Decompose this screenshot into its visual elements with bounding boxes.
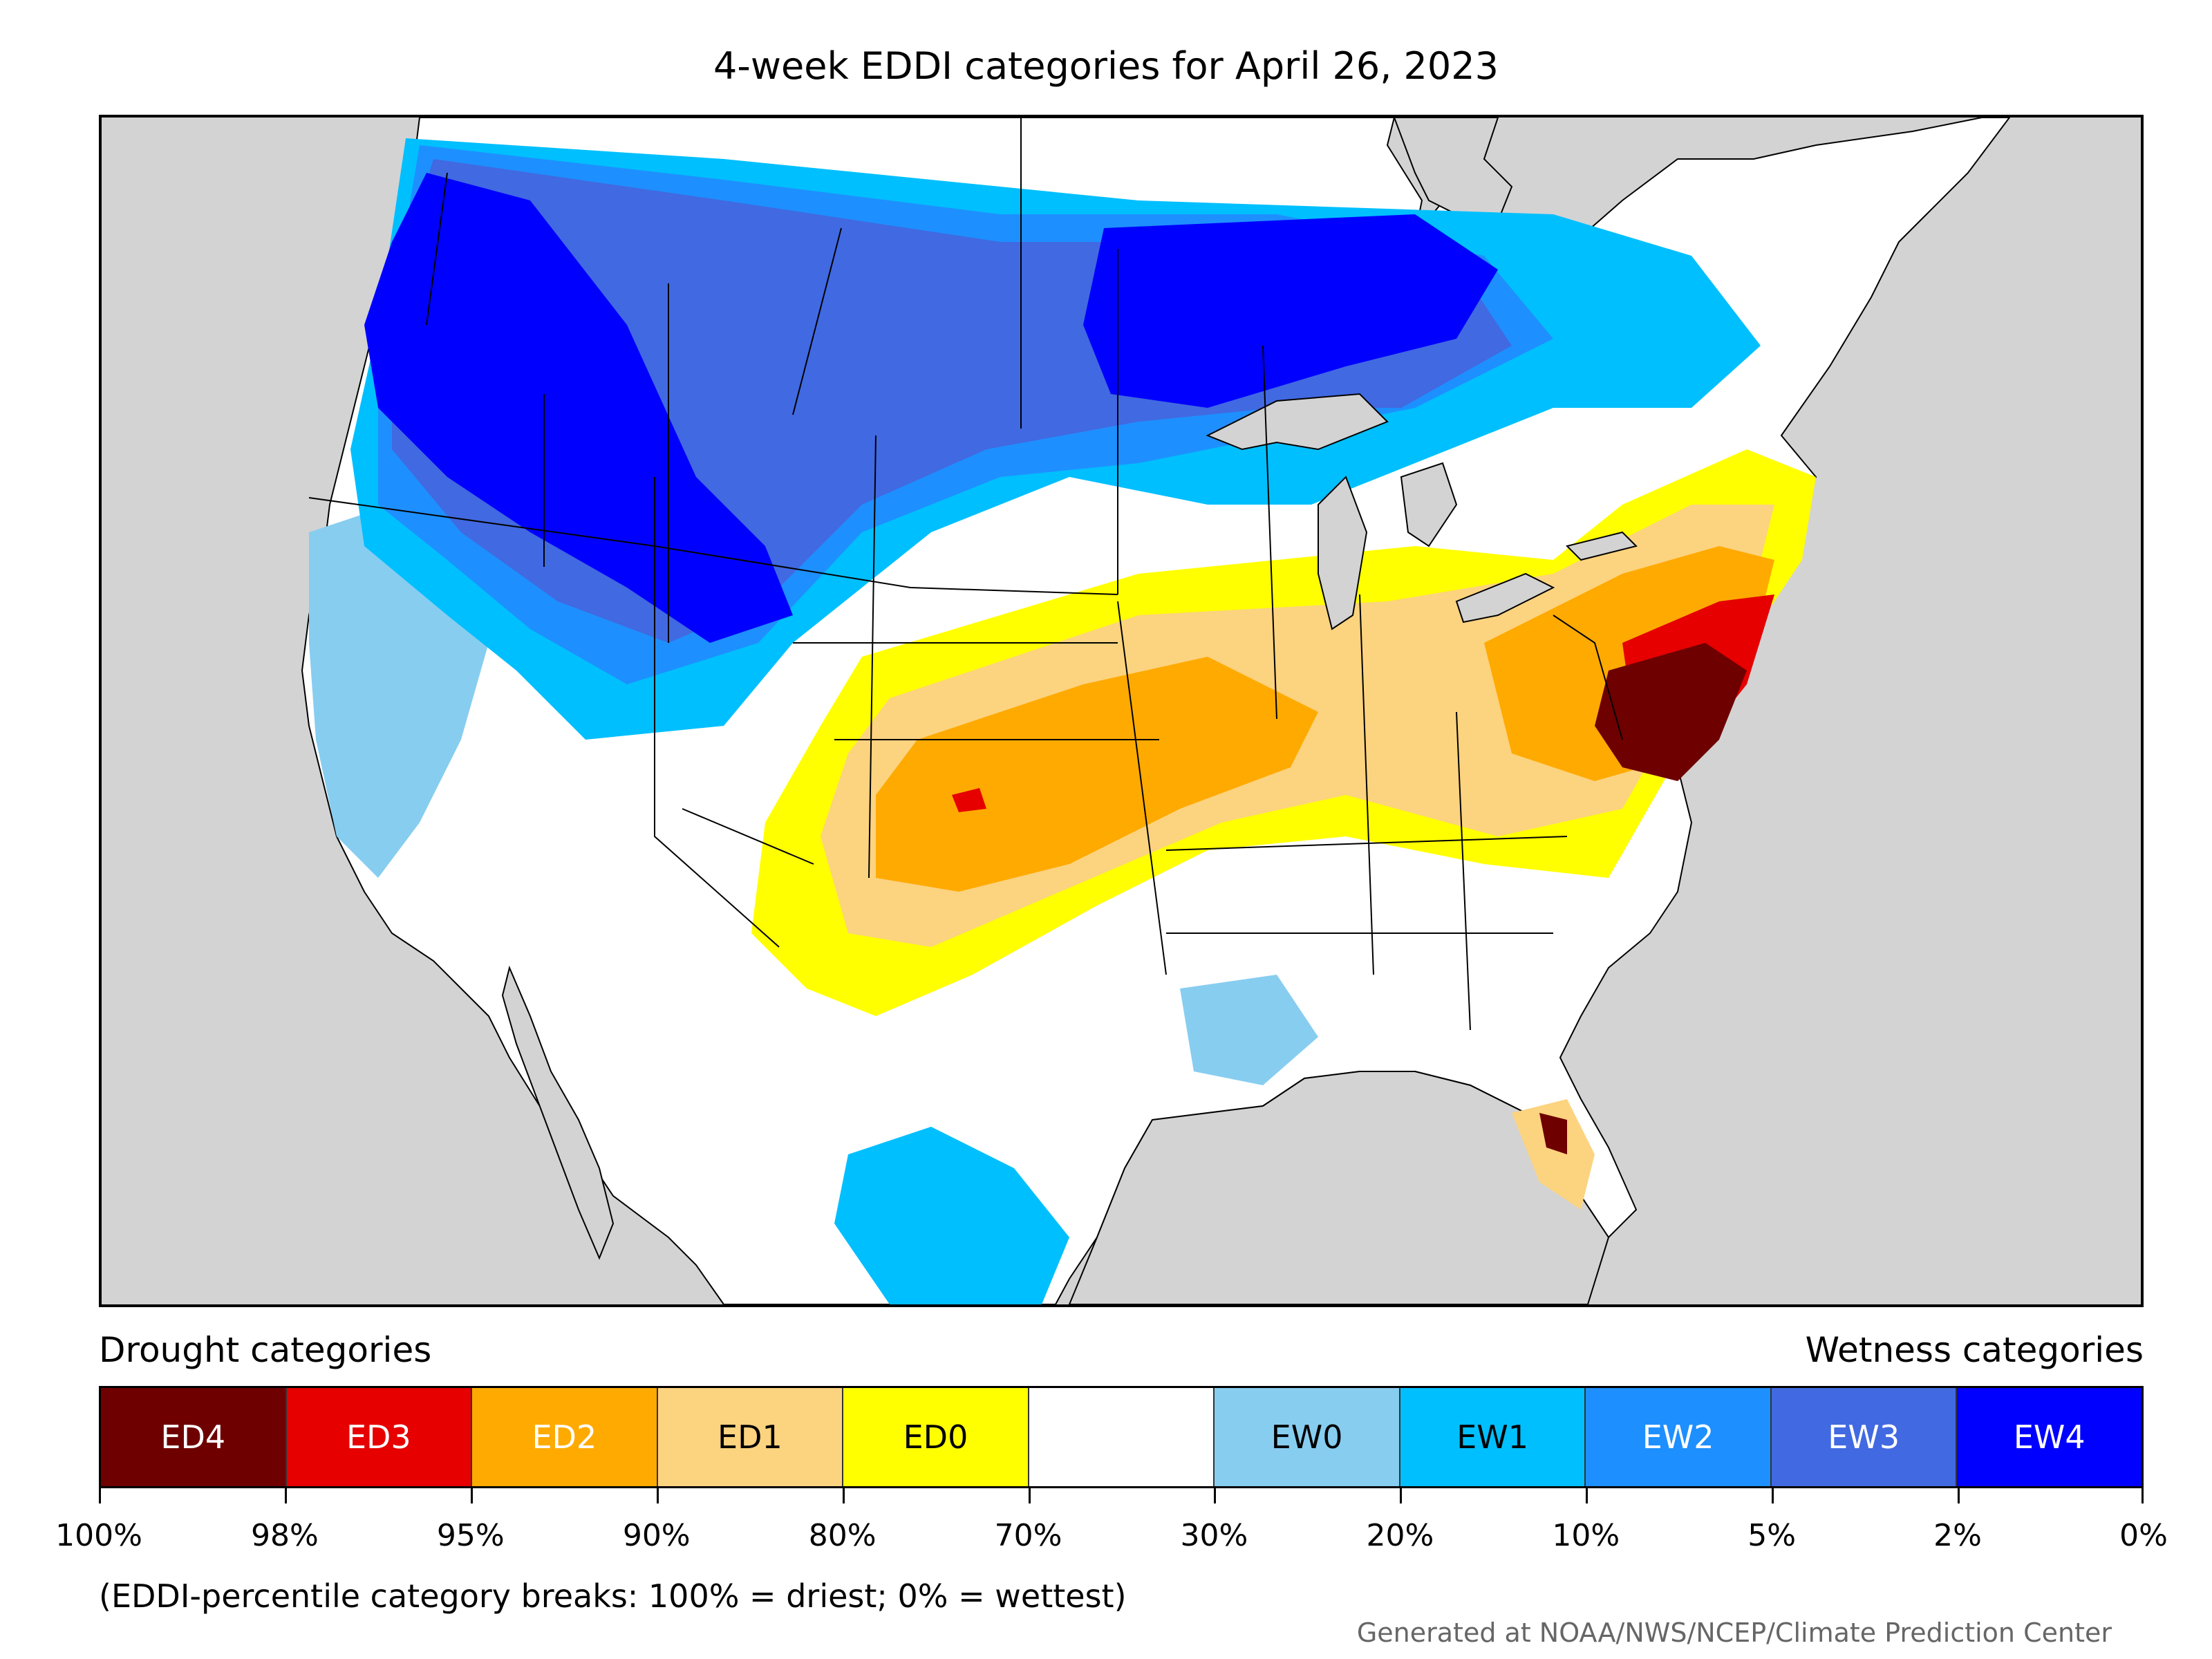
colorbar-segment-ew0: EW0 bbox=[1215, 1388, 1400, 1486]
colorbar-tick bbox=[656, 1488, 659, 1503]
map-canvas bbox=[301, 118, 2011, 1304]
colorbar-tick-label: 10% bbox=[1552, 1518, 1620, 1553]
wet-ew4-northwest bbox=[364, 173, 793, 643]
colorbar-tick bbox=[1214, 1488, 1217, 1503]
dry-ed1-florida bbox=[1512, 1099, 1595, 1210]
colorbar-segment-ed0: ED0 bbox=[843, 1388, 1029, 1486]
colorbar-segment-ed2: ED2 bbox=[472, 1388, 658, 1486]
colorbar-tick-label: 100% bbox=[55, 1518, 142, 1553]
colorbar-tick bbox=[842, 1488, 845, 1503]
colorbar-tick bbox=[1958, 1488, 1960, 1503]
colorbar-ticks bbox=[99, 1488, 2144, 1505]
colorbar-tick bbox=[1028, 1488, 1031, 1503]
colorbar-tick bbox=[470, 1488, 473, 1503]
colorbar-tick-label: 20% bbox=[1366, 1518, 1434, 1553]
dry-ed3-oklahoma bbox=[952, 788, 986, 812]
state-borders bbox=[308, 118, 1623, 1031]
colorbar-tick-label: 5% bbox=[1747, 1518, 1797, 1553]
colorbar-tick-label: 80% bbox=[808, 1518, 877, 1553]
colorbar-segment-ew3: EW3 bbox=[1771, 1388, 1958, 1486]
dry-ed4-midatlantic bbox=[1595, 643, 1747, 781]
dry-ed4-florida bbox=[1539, 1113, 1567, 1154]
wet-ew1-texas bbox=[834, 1127, 1069, 1304]
wet-ew0-gulf bbox=[1180, 975, 1318, 1085]
gulf-of-mexico bbox=[1068, 1071, 1610, 1304]
colorbar-segment-ew2: EW2 bbox=[1586, 1388, 1772, 1486]
colorbar-segment-normal bbox=[1029, 1388, 1215, 1486]
colorbar-tick bbox=[1772, 1488, 1774, 1503]
colorbar-tick-label: 95% bbox=[436, 1518, 505, 1553]
gulf-of-california bbox=[501, 965, 615, 1260]
great-lakes bbox=[1206, 393, 1638, 630]
colorbar-tick-label: 70% bbox=[994, 1518, 1062, 1553]
dry-ed2-central bbox=[876, 657, 1318, 892]
colorbar-segment-ed3: ED3 bbox=[286, 1388, 473, 1486]
colorbar-tick bbox=[99, 1488, 101, 1503]
colorbar-segment-ew4: EW4 bbox=[1957, 1388, 2142, 1486]
colorbar-tick-label: 2% bbox=[1933, 1518, 1982, 1553]
colorbar-segment-ed1: ED1 bbox=[657, 1388, 844, 1486]
category-colorbar: ED4 ED3 ED2 ED1 ED0 EW0 EW1 EW2 EW3 EW4 bbox=[99, 1386, 2144, 1488]
colorbar-tick bbox=[2141, 1488, 2144, 1503]
colorbar-tick-label: 30% bbox=[1180, 1518, 1248, 1553]
colorbar-tick-label: 98% bbox=[251, 1518, 319, 1553]
drought-categories-heading: Drought categories bbox=[99, 1330, 432, 1370]
category-note: (EDDI-percentile category breaks: 100% =… bbox=[99, 1577, 1127, 1615]
colorbar-tick bbox=[1400, 1488, 1403, 1503]
map-title: 4-week EDDI categories for April 26, 202… bbox=[713, 44, 1499, 88]
colorbar-tick-label: 0% bbox=[2119, 1518, 2168, 1553]
eddi-map bbox=[99, 115, 2144, 1307]
wetness-categories-heading: Wetness categories bbox=[1805, 1330, 2144, 1370]
colorbar-tick bbox=[1586, 1488, 1588, 1503]
colorbar-segment-ew1: EW1 bbox=[1400, 1388, 1586, 1486]
credit-line: Generated at NOAA/NWS/NCEP/Climate Predi… bbox=[1356, 1618, 2112, 1648]
wet-ew4-northcentral bbox=[1083, 214, 1498, 408]
colorbar-segment-ed4: ED4 bbox=[101, 1388, 287, 1486]
colorbar-tick-label: 90% bbox=[622, 1518, 691, 1553]
colorbar-tick bbox=[284, 1488, 287, 1503]
